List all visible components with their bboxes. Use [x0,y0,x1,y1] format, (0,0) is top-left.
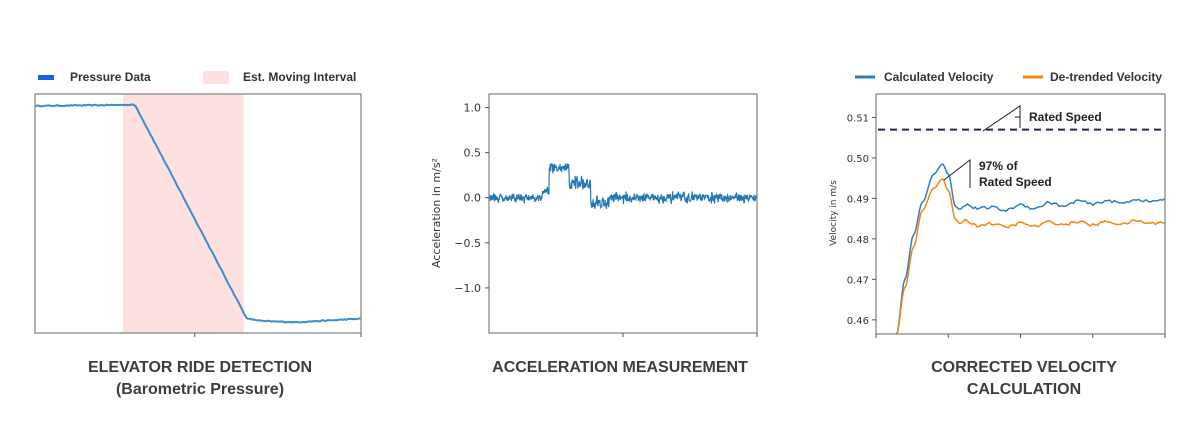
acceleration-y-axis-label: Acceleration in m/s² [430,158,443,268]
acceleration-chart-caption: ACCELERATION MEASUREMENT [460,357,780,379]
velocity-y-tick-label-0: 0.51 [847,113,869,124]
calculated-velocity-line [895,163,1166,335]
velocity-chart-caption: CORRECTED VELOCITY CALCULATION [864,357,1184,401]
velocity-y-axis-label: Velocity in m/s [829,180,839,246]
pressure-legend-swatch [38,75,54,80]
pressure-chart: Pressure Data Est. Moving Interval [34,70,362,337]
acceleration-y-tick-label-4: −1.0 [454,282,481,295]
ninety-seven-percent-leader [943,158,971,188]
velocity-y-tick-label-5: 0.46 [847,316,869,327]
velocity-chart: Calculated Velocity De-trended Velocity … [829,70,1166,338]
pressure-legend-label: Pressure Data [70,70,151,84]
acceleration-x-ticks [622,333,758,337]
velocity-y-tick-label-2: 0.49 [847,194,869,205]
detrended-velocity-line [895,178,1166,335]
ninety-seven-percent-annotation: 97% of Rated Speed [943,158,1052,189]
pressure-chart-subtitle: (Barometric Pressure) [115,381,285,398]
velocity-y-ticks: 0.51 0.50 0.49 0.48 0.47 0.46 [847,113,876,327]
pressure-plot-frame [34,93,362,334]
rated-speed-leader [982,105,1021,132]
pressure-x-ticks [194,333,362,337]
pressure-chart-title: ELEVATOR RIDE DETECTION [87,359,312,376]
detrended-velocity-legend-label: De-trended Velocity [1050,70,1162,84]
ninety-seven-percent-annotation-line2: Rated Speed [979,175,1052,189]
ninety-seven-percent-annotation-line1: 97% of [979,159,1019,173]
pressure-chart-caption: ELEVATOR RIDE DETECTION (Barometric Pres… [40,357,360,401]
acceleration-chart-title: ACCELERATION MEASUREMENT [492,359,748,376]
acceleration-y-tick-label-1: 0.5 [464,147,482,160]
acceleration-chart: 1.0 0.5 0.0 −0.5 −1.0 Acceleration in m/s² [430,93,758,337]
pressure-data-line [34,103,362,324]
acceleration-y-tick-label-0: 1.0 [464,102,482,115]
acceleration-y-tick-label-2: 0.0 [464,192,482,205]
rated-speed-annotation-text: Rated Speed [1029,110,1102,124]
velocity-y-tick-label-1: 0.50 [847,154,869,165]
acceleration-y-ticks: 1.0 0.5 0.0 −0.5 −1.0 [454,102,489,295]
moving-interval-band [123,94,244,333]
velocity-y-tick-label-4: 0.47 [847,275,869,286]
velocity-x-ticks [875,334,1166,338]
calculated-velocity-legend-label: Calculated Velocity [884,70,994,84]
moving-interval-legend-label: Est. Moving Interval [243,70,356,84]
rated-speed-annotation: Rated Speed [982,105,1102,132]
moving-interval-legend-swatch [203,71,229,84]
velocity-chart-subtitle: CALCULATION [966,381,1082,398]
velocity-legend: Calculated Velocity De-trended Velocity [855,70,1162,84]
acceleration-data-line [488,162,758,210]
pressure-legend: Pressure Data Est. Moving Interval [38,70,356,84]
acceleration-y-tick-label-3: −0.5 [454,237,481,250]
acceleration-plot-frame [488,93,758,334]
velocity-chart-title: CORRECTED VELOCITY [931,359,1117,376]
velocity-y-tick-label-3: 0.48 [847,235,869,246]
